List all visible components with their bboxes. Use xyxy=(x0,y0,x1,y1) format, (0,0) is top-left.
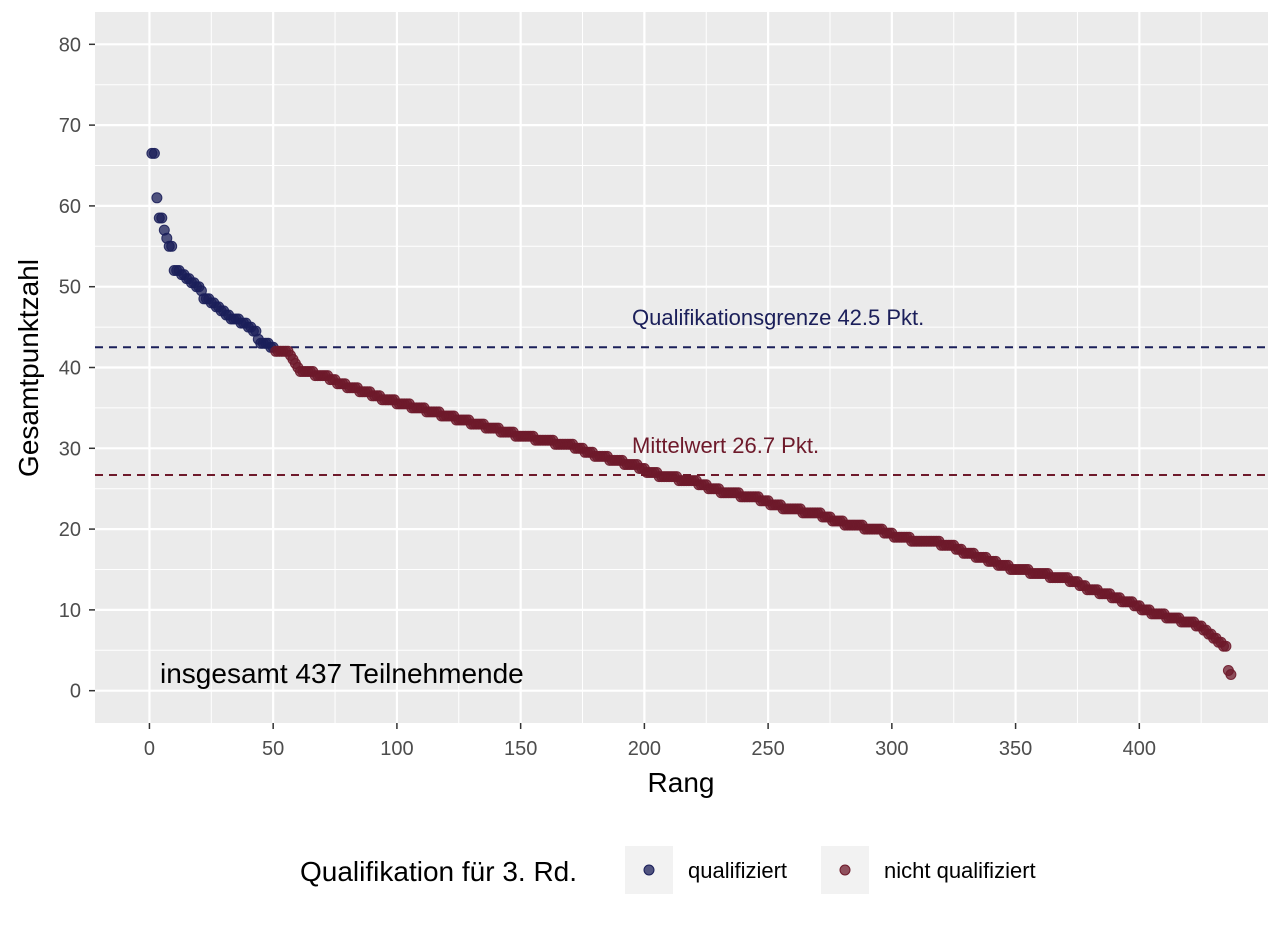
y-tick-label: 20 xyxy=(59,519,81,541)
y-tick-label: 80 xyxy=(59,34,81,56)
legend-title: Qualifikation für 3. Rd. xyxy=(300,856,577,887)
x-tick-label: 150 xyxy=(504,738,537,760)
y-tick-label: 50 xyxy=(59,277,81,299)
x-tick-label: 50 xyxy=(262,738,284,760)
y-tick-label: 70 xyxy=(59,115,81,137)
data-points xyxy=(146,147,1237,680)
point-not-qualified xyxy=(1220,640,1232,652)
x-tick-label: 100 xyxy=(380,738,413,760)
total-annotation: insgesamt 437 Teilnehmende xyxy=(160,658,524,689)
legend-label-not-qualified: nicht qualifiziert xyxy=(884,858,1036,883)
legend: Qualifikation für 3. Rd. qualifiziert ni… xyxy=(300,846,1036,894)
y-tick-label: 30 xyxy=(59,438,81,460)
x-tick-label: 300 xyxy=(875,738,908,760)
y-tick-label: 40 xyxy=(59,358,81,380)
mean-annotation: Mittelwert 26.7 Pkt. xyxy=(632,433,819,458)
legend-marker-qualified xyxy=(643,864,655,876)
y-tick-label: 60 xyxy=(59,196,81,218)
y-tick-label: 10 xyxy=(59,600,81,622)
point-qualified xyxy=(166,240,178,252)
point-qualified xyxy=(148,147,160,159)
x-axis: 0 50 100 150 200 250 300 350 400 xyxy=(144,723,1156,760)
x-tick-label: 350 xyxy=(999,738,1032,760)
y-axis-title: Gesamtpunktzahl xyxy=(13,259,44,477)
y-axis: 0 10 20 30 40 50 60 70 80 xyxy=(59,34,95,703)
x-tick-label: 250 xyxy=(751,738,784,760)
x-tick-label: 200 xyxy=(628,738,661,760)
point-not-qualified xyxy=(1225,669,1237,680)
x-tick-label: 400 xyxy=(1123,738,1156,760)
y-tick-label: 0 xyxy=(70,681,81,703)
grid-layer xyxy=(87,12,1268,723)
x-axis-title: Rang xyxy=(648,767,715,798)
legend-label-qualified: qualifiziert xyxy=(688,858,787,883)
legend-marker-not-qualified xyxy=(839,864,851,876)
point-qualified xyxy=(156,212,168,224)
x-tick-label: 0 xyxy=(144,738,155,760)
point-qualified xyxy=(151,192,163,204)
limit-annotation: Qualifikationsgrenze 42.5 Pkt. xyxy=(632,305,924,330)
